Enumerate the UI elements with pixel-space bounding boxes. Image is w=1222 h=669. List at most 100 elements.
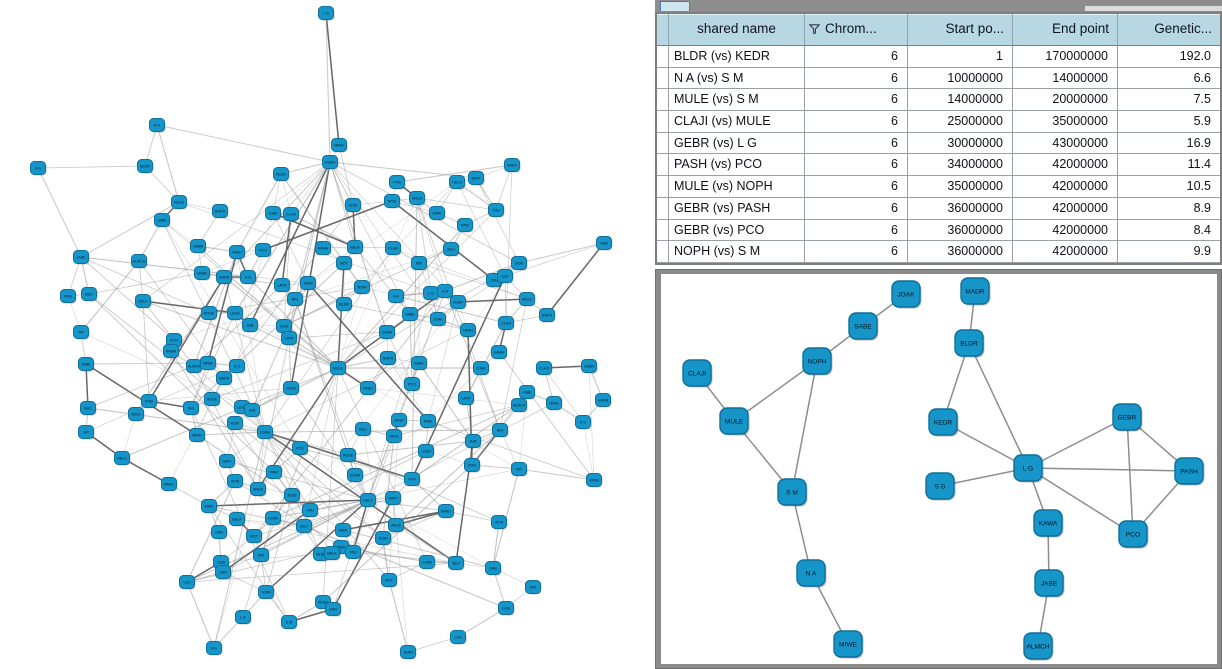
network-node[interactable]: SELI	[443, 242, 460, 257]
network-node[interactable]: TAT	[73, 325, 90, 340]
table-row[interactable]: GEBR (vs) PASH 6 36000000 42000000 8.9	[657, 197, 1220, 220]
column-header-end-point[interactable]: End point	[1013, 14, 1118, 46]
network-node[interactable]: N A	[796, 559, 827, 588]
network-node[interactable]: MULE	[171, 195, 188, 210]
column-header-chromosome[interactable]: Chrom...	[805, 14, 908, 46]
network-node[interactable]: MULE	[330, 361, 347, 376]
network-node[interactable]: ARUS	[409, 191, 426, 206]
funnel-icon[interactable]	[808, 15, 821, 45]
network-node[interactable]: SABE	[154, 213, 171, 228]
network-node[interactable]: GEBR	[379, 325, 396, 340]
panel-tab-stub[interactable]	[660, 1, 690, 11]
network-node[interactable]: USAM	[257, 425, 274, 440]
network-node[interactable]: LUV	[497, 269, 514, 284]
network-node[interactable]: WTB	[384, 194, 401, 209]
overview-network-canvas[interactable]: L G S M N A BLDR KEDR MULE NOPH SABE JOAK CLAJI GE…	[0, 0, 648, 669]
network-node[interactable]: CHIM	[419, 555, 436, 570]
network-node[interactable]: ROSE	[201, 306, 218, 321]
network-node[interactable]: MULE	[519, 292, 536, 307]
network-node[interactable]: ALMCH	[186, 359, 203, 374]
table-row[interactable]: GEBR (vs) L G 6 30000000 43000000 16.9	[657, 132, 1220, 155]
network-node[interactable]: TERR	[354, 280, 371, 295]
network-node[interactable]: TRU	[302, 503, 319, 518]
network-node[interactable]: HELS	[114, 451, 131, 466]
network-node[interactable]: SAFF	[219, 454, 236, 469]
network-node[interactable]: MOT	[336, 256, 353, 271]
table-row[interactable]: GEBR (vs) PCO 6 36000000 42000000 8.4	[657, 219, 1220, 242]
network-node[interactable]: ZAN	[325, 602, 342, 617]
network-node[interactable]: JABE	[78, 357, 95, 372]
network-node[interactable]: LATR	[458, 391, 475, 406]
network-node[interactable]: NIG	[183, 401, 200, 416]
network-node[interactable]: PCO	[404, 377, 421, 392]
network-node[interactable]: L G	[1013, 454, 1044, 483]
network-node[interactable]: S G	[229, 359, 246, 374]
network-node[interactable]: N A	[30, 161, 47, 176]
table-row[interactable]: NOPH (vs) S M 6 36000000 42000000 9.9	[657, 241, 1220, 263]
network-node[interactable]: S M	[281, 615, 298, 630]
network-node[interactable]: MWK	[429, 206, 446, 221]
network-node[interactable]: NOPH	[539, 308, 556, 323]
network-node[interactable]: PASH	[1174, 457, 1205, 486]
network-node[interactable]: KON	[227, 416, 244, 431]
network-node[interactable]: MWK	[201, 499, 218, 514]
network-node[interactable]: CLAJI	[498, 316, 515, 331]
network-node[interactable]: S M	[437, 284, 454, 299]
network-node[interactable]: JOAK	[891, 280, 922, 309]
network-node[interactable]: SABE	[402, 307, 419, 322]
network-node[interactable]: LUV	[179, 575, 196, 590]
network-node[interactable]: TRU	[345, 545, 362, 560]
table-row[interactable]: PASH (vs) PCO 6 34000000 42000000 11.4	[657, 154, 1220, 177]
network-node[interactable]: TRU	[488, 203, 505, 218]
network-node[interactable]: MINN	[586, 473, 603, 488]
column-header-genetic[interactable]: Genetic...	[1118, 14, 1220, 46]
network-node[interactable]: SAFF	[468, 171, 485, 186]
network-node[interactable]: JOAK	[265, 206, 282, 221]
network-node[interactable]: TAT	[78, 425, 95, 440]
network-node[interactable]: S M	[777, 478, 808, 507]
network-node[interactable]: GAB	[211, 525, 228, 540]
network-node[interactable]: NAKO	[438, 504, 455, 519]
network-node[interactable]: GAB	[485, 561, 502, 576]
table-row[interactable]: BLDR (vs) KEDR 6 1 170000000 192.0	[657, 46, 1220, 68]
network-node[interactable]: KAWA	[163, 344, 180, 359]
network-node[interactable]: PYG	[404, 472, 421, 487]
network-node[interactable]: LATR	[281, 331, 298, 346]
network-node[interactable]: SVLK	[128, 407, 145, 422]
network-node[interactable]: PREI	[60, 289, 77, 304]
network-node[interactable]: S G	[925, 472, 956, 501]
network-node[interactable]: JESS	[375, 531, 392, 546]
network-node[interactable]: SVLK	[135, 294, 152, 309]
network-node[interactable]: ROSE	[204, 392, 221, 407]
network-node[interactable]: GEBR	[1112, 403, 1143, 432]
column-header-shared-name[interactable]: shared name	[669, 14, 805, 46]
network-node[interactable]: ALMCH	[1023, 632, 1054, 661]
network-node[interactable]: CHIM	[265, 511, 282, 526]
network-node[interactable]: USAM	[322, 155, 339, 170]
network-node[interactable]: PYG	[292, 441, 309, 456]
network-node[interactable]: JABE	[519, 385, 536, 400]
network-node[interactable]: KAWA	[491, 345, 508, 360]
table-row[interactable]: MULE (vs) NOPH 6 35000000 42000000 10.5	[657, 176, 1220, 198]
network-node[interactable]: ARUS	[388, 518, 405, 533]
network-node[interactable]: LEGS	[227, 306, 244, 321]
network-node[interactable]: JAGR	[283, 381, 300, 396]
network-node[interactable]: MADR	[960, 277, 991, 306]
network-node[interactable]: HELS	[360, 493, 377, 508]
network-node[interactable]: ROSE	[340, 448, 357, 463]
detail-network-canvas[interactable]: JOAK SABE NOPH CLAJI MULE S M N A MIWE MADR BLDR K…	[661, 274, 1217, 664]
network-node[interactable]: NOPH	[802, 347, 833, 376]
network-node[interactable]: LUV	[450, 630, 467, 645]
network-node[interactable]: KIR	[253, 548, 270, 563]
network-node[interactable]: BLDR	[336, 297, 353, 312]
network-node[interactable]: LATR	[274, 278, 291, 293]
network-node[interactable]: ALMCH	[131, 254, 148, 269]
network-node[interactable]: SAFF	[385, 491, 402, 506]
network-node[interactable]: KIR	[525, 580, 542, 595]
network-node[interactable]: PREI	[420, 414, 437, 429]
network-node[interactable]: MOT	[381, 573, 398, 588]
network-node[interactable]: S G	[575, 415, 592, 430]
network-node[interactable]: NIG	[287, 292, 304, 307]
network-node[interactable]: KEDR	[450, 295, 467, 310]
network-node[interactable]: JABE	[73, 250, 90, 265]
